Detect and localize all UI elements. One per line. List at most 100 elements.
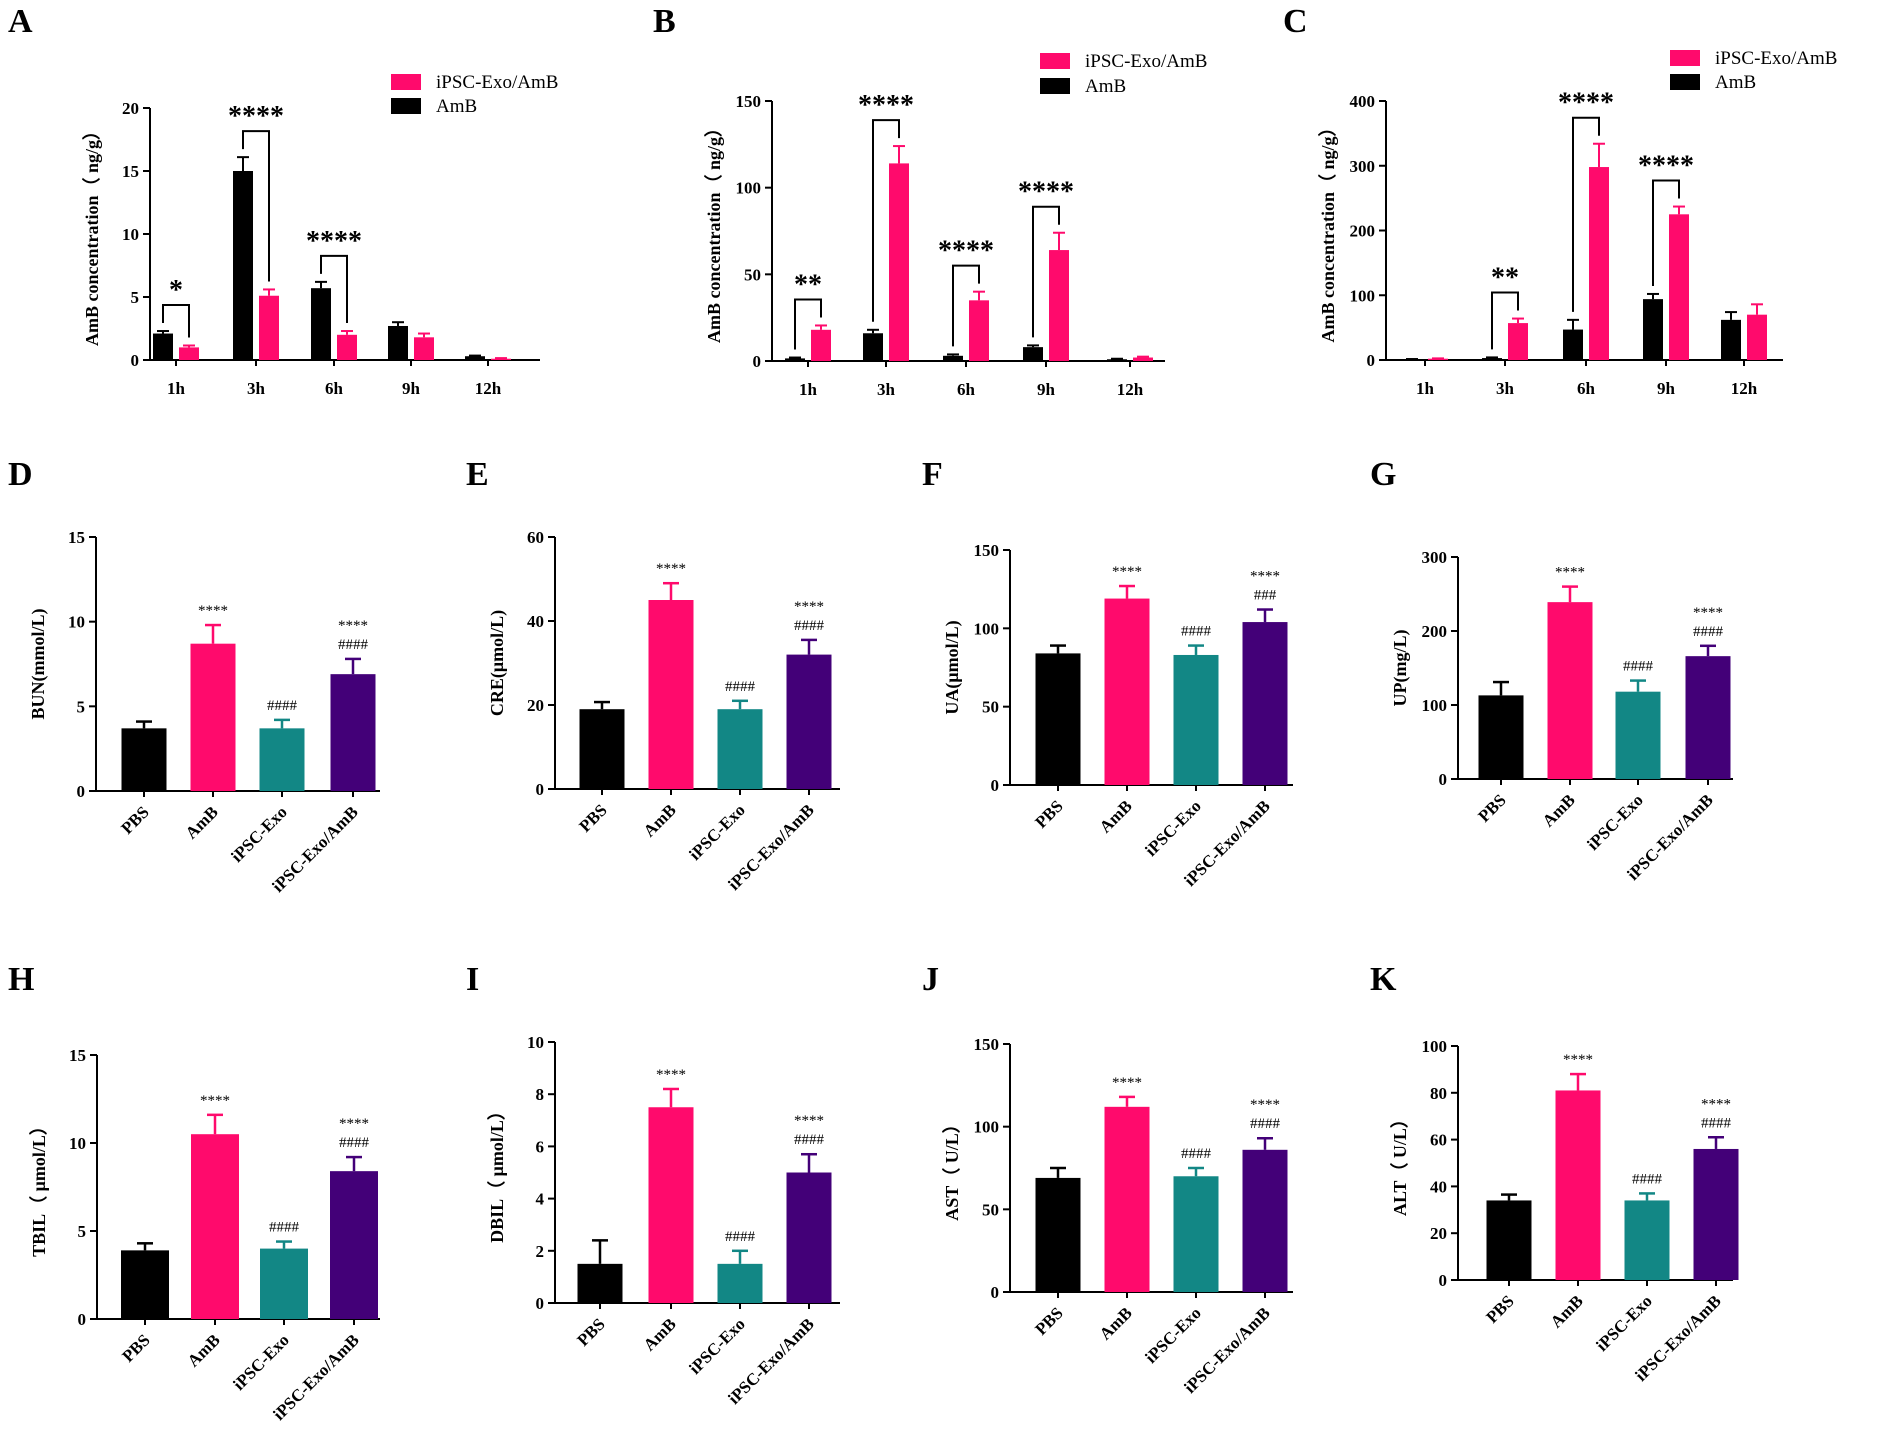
- x-tick-label: PBS: [575, 800, 610, 835]
- panel-letter-k: K: [1370, 961, 1397, 998]
- y-tick-label: 5: [77, 697, 86, 716]
- significance-label: ****: [656, 1067, 686, 1083]
- y-tick-label: 100: [1422, 696, 1448, 715]
- y-tick-label: 80: [1430, 1084, 1447, 1103]
- bar-amb-6h: [1563, 329, 1583, 360]
- significance-bracket: [794, 298, 822, 350]
- y-tick-label: 5: [131, 288, 140, 307]
- y-tick-label: 0: [536, 780, 545, 799]
- legend-label: iPSC-Exo/AmB: [436, 72, 558, 93]
- significance-bracket: [320, 254, 348, 324]
- x-tick-label: PBS: [118, 1330, 153, 1365]
- x-tick-label: iPSC-Exo: [1141, 1303, 1205, 1367]
- y-tick-label: 15: [69, 1046, 86, 1065]
- bar-amb: [648, 1107, 694, 1303]
- panel-letter-g: G: [1370, 456, 1396, 493]
- bar-ipsc-exo-amb-3h: [1508, 323, 1528, 360]
- significance-label: ####: [725, 1229, 756, 1245]
- y-tick-label: 0: [77, 782, 86, 801]
- y-tick-label: 0: [991, 1283, 1000, 1302]
- significance-label: ****: [339, 1116, 369, 1132]
- significance-label: ####: [1181, 624, 1212, 640]
- y-tick-label: 60: [1430, 1131, 1447, 1150]
- bar-amb: [1547, 602, 1593, 779]
- bar-amb-6h: [943, 355, 963, 361]
- x-tick-label: AmB: [640, 800, 680, 840]
- significance-label: ****: [338, 618, 368, 634]
- bar-pbs: [1035, 1177, 1081, 1292]
- bar-amb-12h: [465, 356, 485, 360]
- x-tick-label: PBS: [1482, 1291, 1517, 1326]
- significance-label: ****: [1638, 151, 1694, 182]
- y-tick-label: 0: [536, 1294, 545, 1313]
- significance-label: ****: [200, 1093, 230, 1109]
- bar-pbs: [1035, 653, 1081, 785]
- panel-letter-d: D: [8, 456, 33, 493]
- y-axis-label: UP(mg/L): [1390, 630, 1411, 707]
- bar-ipsc-exo: [259, 728, 305, 791]
- x-tick-label: 6h: [957, 380, 976, 399]
- y-axis-label: AmB concentration（ ng/g）: [1318, 119, 1338, 343]
- x-tick-label: 1h: [799, 380, 818, 399]
- y-tick-label: 100: [1422, 1037, 1448, 1056]
- bar-amb-3h: [233, 171, 253, 360]
- significance-bracket: [162, 304, 190, 338]
- bar-amb-12h: [1721, 319, 1741, 360]
- y-tick-label: 0: [1439, 770, 1448, 789]
- bar-pbs: [579, 709, 625, 789]
- significance-label: ****: [1701, 1096, 1731, 1112]
- chart-panel-a: A 0 5 10 15 20 AmB concentration（ ng/g） 1h 3h 6h 9…: [8, 3, 558, 398]
- y-axis-label: DBIL（ μmol/L）: [487, 1102, 507, 1243]
- bar-pbs: [577, 1263, 623, 1303]
- significance-label: ****: [1112, 1075, 1142, 1091]
- y-axis-label: AmB concentration（ ng/g）: [82, 122, 102, 346]
- x-tick-label: 9h: [1657, 379, 1676, 398]
- y-tick-label: 300: [1422, 548, 1448, 567]
- y-tick-label: 4: [536, 1190, 545, 1209]
- y-tick-label: 0: [78, 1310, 87, 1329]
- chart-panel-f: F 0 50 100 150 UA(μmol/L) PBS **** AmB #### iPSC-E…: [922, 456, 1293, 890]
- significance-label: *: [169, 275, 183, 306]
- legend-swatch-amb: [391, 98, 421, 114]
- legend-label: AmB: [1085, 76, 1126, 97]
- x-tick-label: iPSC-Exo: [227, 802, 291, 866]
- bar-amb: [1104, 1106, 1150, 1292]
- legend-label: iPSC-Exo/AmB: [1715, 48, 1837, 69]
- legend-label: iPSC-Exo/AmB: [1085, 51, 1207, 72]
- x-tick-label: AmB: [1547, 1291, 1587, 1331]
- y-tick-label: 100: [1350, 286, 1376, 305]
- bar-ipsc-exo: [1624, 1200, 1670, 1280]
- x-tick-label: iPSC-Exo: [229, 1330, 293, 1394]
- panel-letter-f: F: [922, 456, 943, 493]
- bar-pbs: [121, 1250, 169, 1319]
- significance-label: ####: [1181, 1146, 1212, 1162]
- significance-label: ****: [228, 101, 284, 132]
- y-axis-label: TBIL（ μmol/L）: [29, 1117, 49, 1257]
- significance-label: ****: [1018, 177, 1074, 208]
- significance-bracket: [242, 130, 270, 282]
- bar-ipsc-exo-amb-12h: [491, 358, 511, 360]
- x-tick-label: 3h: [1496, 379, 1515, 398]
- x-tick-label: PBS: [117, 802, 152, 837]
- y-tick-label: 150: [736, 92, 762, 111]
- y-tick-label: 100: [736, 179, 762, 198]
- x-tick-label: 12h: [475, 379, 502, 398]
- x-tick-label: PBS: [1031, 796, 1066, 831]
- bar-ipsc-exo-amb-9h: [1049, 250, 1069, 361]
- bar-amb-3h: [863, 333, 883, 361]
- y-tick-label: 40: [527, 612, 544, 631]
- x-tick-label: 12h: [1731, 379, 1758, 398]
- significance-label: ****: [656, 561, 686, 577]
- significance-label: ####: [725, 679, 756, 695]
- y-axis-label: ALT（ U/L）: [1390, 1110, 1410, 1216]
- significance-label: ****: [198, 603, 228, 619]
- panel-letter-a: A: [8, 3, 33, 40]
- y-tick-label: 150: [974, 1035, 1000, 1054]
- significance-label: ****: [938, 236, 994, 267]
- x-tick-label: iPSC-Exo: [1592, 1291, 1656, 1355]
- significance-label: ****: [858, 90, 914, 121]
- x-tick-label: AmB: [1539, 790, 1579, 830]
- bar-ipsc-exo-amb-6h: [337, 334, 357, 360]
- legend-label: AmB: [436, 96, 477, 117]
- bar-ipsc-exo-amb-1h: [811, 329, 831, 361]
